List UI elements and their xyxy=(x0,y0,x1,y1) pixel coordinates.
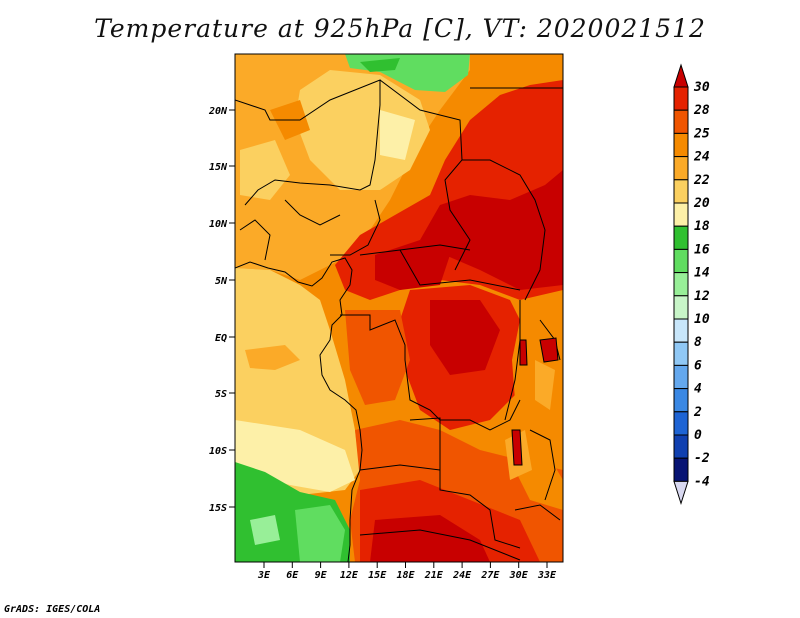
colorbar-swatch xyxy=(673,434,689,459)
colorbar-label: -4 xyxy=(694,474,710,489)
lat-tick-label: 15S xyxy=(209,503,227,514)
lakes xyxy=(511,337,559,466)
country-borders xyxy=(235,79,563,562)
colorbar-label: 24 xyxy=(693,150,710,165)
lon-tick-label: 33E xyxy=(537,570,557,581)
colorbar-label: 0 xyxy=(694,428,702,443)
colorbar-swatch xyxy=(673,388,689,413)
colorbar-label: -2 xyxy=(694,451,710,466)
colorbar-label: 30 xyxy=(693,80,710,95)
lat-tick-label: 20N xyxy=(208,106,228,117)
colorbar-label: 14 xyxy=(694,266,710,281)
lat-tick-label: 15N xyxy=(209,162,228,173)
lon-tick-label: 21E xyxy=(424,570,444,581)
colorbar-label: 28 xyxy=(693,103,710,118)
colorbar-swatch xyxy=(673,295,689,320)
colorbar-label: 25 xyxy=(693,126,710,141)
colorbar-swatch xyxy=(673,318,689,343)
colorbar-label: 12 xyxy=(694,289,710,304)
colorbar-label: 2 xyxy=(693,405,702,420)
lat-tick-label: 10N xyxy=(209,219,228,230)
lon-tick-label: 30E xyxy=(509,570,529,581)
colorbar-label: 20 xyxy=(693,196,710,211)
colorbar-swatch xyxy=(673,457,689,482)
lon-tick-label: 12E xyxy=(340,570,359,581)
colorbar-label: 18 xyxy=(694,219,710,234)
lon-tick-label: 3E xyxy=(257,570,271,581)
grads-credit: GrADS: IGES/COLA xyxy=(4,604,101,615)
colorbar-label: 22 xyxy=(693,173,710,188)
lon-tick-label: 18E xyxy=(396,570,415,581)
colorbar-swatch xyxy=(673,225,689,250)
lat-tick-label: EQ xyxy=(215,333,227,344)
colorbar-label: 6 xyxy=(694,358,702,373)
colorbar-swatch xyxy=(673,341,689,366)
colorbar-swatch xyxy=(673,86,689,111)
colorbar-swatch xyxy=(673,202,689,227)
temperature-field xyxy=(235,54,563,562)
colorbar-bottom-arrow xyxy=(673,480,689,506)
colorbar-swatch xyxy=(673,411,689,436)
longitude-axis: 3E 6E 9E 12E 15E 18E 21E 24E 27E 30E 33E xyxy=(257,562,557,581)
colorbar-label: 8 xyxy=(694,335,702,350)
lon-tick-label: 27E xyxy=(480,570,500,581)
colorbar-top-arrow xyxy=(673,63,689,88)
lon-tick-label: 6E xyxy=(286,570,299,581)
lat-tick-label: 5N xyxy=(215,276,228,287)
colorbar-swatch xyxy=(673,248,689,274)
colorbar-swatch xyxy=(673,132,689,158)
colorbar-swatch xyxy=(673,179,689,204)
map-frame xyxy=(234,53,564,563)
lat-tick-label: 10S xyxy=(209,446,227,457)
latitude-axis: 20N 15N 10N 5N EQ 5S 10S 15S xyxy=(208,106,235,514)
lon-tick-label: 15E xyxy=(368,570,387,581)
chart-title: Temperature at 925hPa [C], VT: 202002151… xyxy=(94,14,706,43)
lon-tick-label: 9E xyxy=(315,570,328,581)
colorbar-swatch xyxy=(673,272,689,297)
colorbar-label: 16 xyxy=(694,242,710,257)
colorbar-swatch xyxy=(673,364,689,390)
colorbar-swatch xyxy=(673,109,689,134)
colorbar-label: 4 xyxy=(694,382,702,397)
lon-tick-label: 24E xyxy=(452,570,472,581)
colorbar-swatch xyxy=(673,156,689,181)
lat-tick-label: 5S xyxy=(215,389,227,400)
colorbar-label: 10 xyxy=(694,312,710,327)
